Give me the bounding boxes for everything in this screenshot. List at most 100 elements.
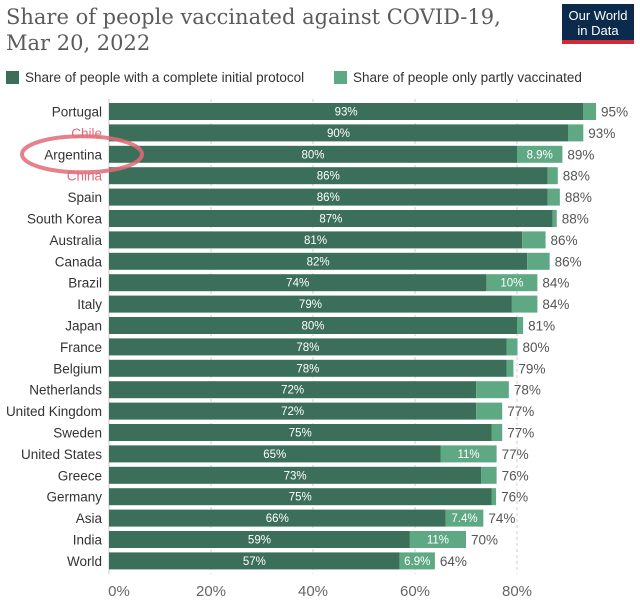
bar-partial — [511, 295, 538, 313]
bar-label-complete: 93% — [335, 107, 358, 119]
category-label: Spain — [67, 190, 102, 205]
bar-label-complete: 65% — [263, 449, 286, 461]
category-label: Netherlands — [29, 383, 102, 398]
bar-label-partial: 8.9% — [527, 149, 553, 161]
bar-label-complete: 78% — [296, 363, 319, 375]
category-label: Argentina — [44, 147, 102, 162]
owid-logo[interactable]: Our World in Data — [562, 4, 634, 44]
total-label: 70% — [471, 533, 498, 548]
category-label: United States — [21, 447, 102, 462]
bar-complete — [109, 402, 477, 420]
bar-complete — [109, 552, 400, 570]
category-label: Portugal — [52, 105, 102, 120]
category-label: Asia — [76, 511, 103, 526]
category-label: Australia — [49, 233, 102, 248]
legend: Share of people with a complete initial … — [6, 70, 636, 90]
bar-complete — [109, 210, 553, 227]
total-label: 77% — [507, 426, 534, 441]
bar-label-complete: 75% — [289, 428, 312, 440]
category-label: Canada — [55, 254, 103, 269]
bar-label-partial: 11% — [427, 535, 449, 547]
bar-complete — [109, 445, 441, 463]
category-label: Greece — [58, 468, 102, 483]
total-label: 86% — [551, 233, 578, 248]
bar-label-complete: 90% — [327, 128, 350, 140]
bar-complete — [109, 488, 492, 506]
bar-partial — [476, 402, 503, 420]
total-label: 80% — [523, 340, 550, 355]
bar-label-partial: 11% — [457, 449, 479, 461]
bar-partial — [568, 124, 584, 142]
total-label: 95% — [601, 105, 628, 120]
category-label: Sweden — [53, 426, 102, 441]
bar-complete — [109, 509, 446, 527]
bar-label-partial: 10% — [500, 278, 523, 290]
bar-partial — [517, 145, 563, 163]
total-label: 77% — [507, 404, 534, 419]
bar-complete — [109, 145, 517, 163]
bar-partial — [491, 488, 497, 506]
bar-complete — [109, 381, 477, 399]
legend-item-complete[interactable]: Share of people with a complete initial … — [6, 70, 304, 85]
category-label: France — [60, 340, 102, 355]
bar-complete — [109, 124, 568, 142]
bar-partial — [583, 103, 597, 120]
bar-partial — [517, 317, 524, 334]
bar-label-complete: 81% — [304, 235, 327, 247]
bar-label-complete: 87% — [319, 214, 342, 226]
category-label: World — [67, 554, 102, 569]
bar-partial — [476, 381, 509, 399]
total-label: 84% — [542, 297, 569, 312]
bar-label-complete: 86% — [317, 171, 340, 183]
bar-complete — [109, 231, 523, 249]
bar-complete — [109, 295, 512, 313]
x-tick-label: 20% — [196, 583, 226, 600]
bar-partial — [552, 210, 557, 227]
total-label: 77% — [502, 447, 529, 462]
x-tick-label: 40% — [298, 583, 328, 600]
legend-item-partial[interactable]: Share of people only partly vaccinated — [334, 70, 582, 85]
bar-label-complete: 72% — [281, 406, 304, 418]
bar-label-complete: 59% — [248, 535, 271, 547]
bar-label-complete: 86% — [317, 192, 340, 204]
bar-partial — [486, 274, 538, 292]
total-label: 79% — [518, 361, 545, 376]
bar-partial — [547, 188, 560, 206]
total-label: 81% — [528, 319, 555, 334]
total-label: 76% — [502, 468, 529, 483]
bar-complete — [109, 424, 492, 441]
bar-complete — [109, 167, 548, 185]
bar-complete — [109, 103, 584, 120]
total-label: 64% — [440, 554, 467, 569]
bar-label-complete: 74% — [286, 278, 309, 290]
bar-label-complete: 80% — [301, 321, 324, 333]
category-label: Japan — [65, 319, 102, 334]
bar-partial — [527, 252, 550, 270]
category-label: Germany — [46, 490, 102, 505]
bar-label-complete: 73% — [284, 470, 307, 482]
bar-complete — [109, 317, 517, 334]
annotation-circle — [20, 134, 144, 175]
bar-label-complete: 75% — [289, 492, 312, 504]
bar-label-complete: 82% — [307, 256, 330, 268]
bar-label-complete: 78% — [296, 342, 319, 354]
legend-swatch-partial — [334, 71, 347, 84]
bar-label-complete: 57% — [243, 556, 266, 568]
x-tick-label: 80% — [502, 583, 532, 600]
total-label: 93% — [588, 126, 615, 141]
x-tick-label: 0% — [108, 583, 130, 600]
category-label: Belgium — [53, 361, 102, 376]
bar-label-complete: 66% — [266, 513, 289, 525]
bar-complete — [109, 359, 507, 377]
bar-partial — [409, 531, 466, 548]
total-label: 76% — [501, 490, 528, 505]
bar-label-partial: 6.9% — [404, 556, 430, 568]
category-label: United Kingdom — [6, 404, 102, 419]
logo-line-1: Our World — [568, 8, 628, 23]
bar-partial — [506, 359, 514, 377]
total-label: 86% — [555, 254, 582, 269]
bar-partial — [522, 231, 546, 249]
bar-complete — [109, 188, 548, 206]
bar-partial — [399, 552, 435, 570]
